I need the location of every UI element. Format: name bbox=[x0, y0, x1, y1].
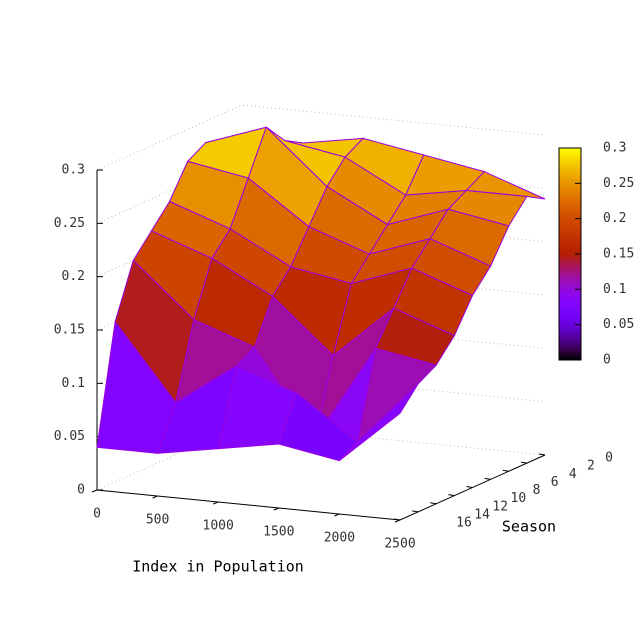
colorbar-tick-label: 0.25 bbox=[603, 176, 634, 191]
y-tick-label: 0 bbox=[605, 451, 613, 466]
z-tick-label: 0.3 bbox=[62, 163, 85, 178]
z-tick-label: 0.05 bbox=[54, 429, 85, 444]
colorbar-tick-label: 0 bbox=[603, 353, 611, 368]
colorbar-tick-label: 0.15 bbox=[603, 247, 634, 262]
x-tick bbox=[91, 489, 98, 493]
colorbar-tick-label: 0.2 bbox=[603, 211, 626, 226]
y-tick bbox=[448, 494, 455, 497]
y-tick bbox=[538, 453, 546, 456]
y-tick bbox=[393, 518, 401, 521]
y-tick bbox=[412, 510, 419, 513]
x-axis-label: Index in Population bbox=[132, 558, 304, 576]
y-tick-label: 14 bbox=[474, 507, 490, 522]
x-tick-label: 2500 bbox=[384, 537, 415, 552]
y-tick bbox=[484, 477, 491, 480]
y-tick-label: 2 bbox=[587, 459, 595, 474]
y-tick-label: 4 bbox=[569, 467, 577, 482]
x-tick bbox=[152, 495, 158, 499]
colorbar-tick-label: 0.3 bbox=[603, 141, 626, 156]
z-tick-label: 0.2 bbox=[62, 269, 85, 284]
x-tick-label: 1500 bbox=[263, 525, 294, 540]
x-tick bbox=[213, 501, 219, 505]
y-tick-label: 6 bbox=[551, 475, 559, 490]
x-tick-label: 1000 bbox=[203, 519, 234, 534]
grid-line bbox=[96, 424, 546, 491]
y-tick bbox=[520, 461, 527, 464]
x-tick-label: 2000 bbox=[324, 531, 355, 546]
grid-line bbox=[96, 157, 546, 224]
colorbar-tick-label: 0.1 bbox=[603, 282, 626, 297]
z-tick-label: 0.15 bbox=[54, 323, 85, 338]
z-tick-label: 0.1 bbox=[62, 376, 85, 391]
y-tick bbox=[502, 469, 509, 472]
y-tick-label: 10 bbox=[511, 491, 527, 506]
colorbar-tick-label: 0.05 bbox=[603, 317, 634, 332]
y-tick-label: 16 bbox=[456, 516, 472, 531]
y-tick-label: 12 bbox=[492, 499, 508, 514]
z-tick-label: 0 bbox=[77, 483, 85, 498]
y-tick bbox=[466, 486, 473, 488]
x-tick-label: 0 bbox=[93, 507, 101, 522]
y-tick bbox=[430, 502, 437, 505]
z-tick-label: 0.25 bbox=[54, 216, 85, 231]
x-tick-label: 500 bbox=[146, 513, 169, 528]
surface-patch bbox=[339, 383, 419, 462]
y-tick-label: 8 bbox=[533, 483, 541, 498]
x-tick bbox=[334, 513, 340, 517]
y-axis-label: Season bbox=[502, 518, 556, 536]
grid-line bbox=[96, 104, 546, 171]
x-tick bbox=[273, 507, 279, 511]
